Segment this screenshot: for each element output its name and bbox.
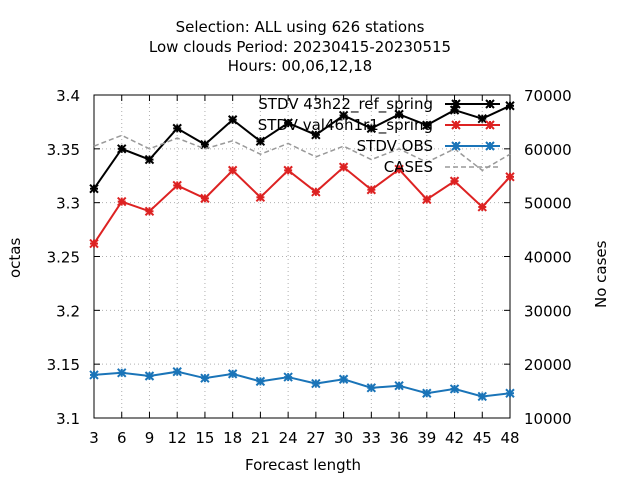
series-2-point: [200, 373, 210, 383]
series-1-point: [505, 172, 515, 182]
series-2-point: [449, 384, 460, 394]
y-tick-label: 3.2: [56, 302, 80, 320]
y2-tick-label: 20000: [524, 356, 572, 374]
y-tick-label: 3.3: [56, 195, 80, 213]
series-0-point: [505, 101, 515, 111]
series-1-point: [394, 164, 404, 174]
series-1-point: [311, 187, 321, 197]
y2-tick-label: 40000: [524, 249, 572, 267]
series-1-point: [255, 192, 266, 202]
series-1-point: [477, 202, 487, 212]
y2-tick-label: 30000: [524, 302, 572, 320]
series-0-point: [172, 123, 182, 134]
series-1-point: [172, 180, 182, 191]
chart-title-line-2: Low clouds Period: 20230415-20230515: [148, 38, 452, 56]
x-tick-label: 12: [168, 429, 187, 447]
series-1-point: [283, 165, 293, 176]
series-2-point: [477, 391, 487, 402]
x-tick-label: 3: [89, 429, 99, 447]
chart-title-line-1: Selection: ALL using 626 stations: [175, 18, 425, 36]
y2-tick-label: 50000: [524, 195, 572, 213]
series-0-point: [227, 115, 238, 125]
series-0-point: [422, 120, 432, 130]
legend-marker-1: [485, 120, 495, 130]
series-2-point: [394, 380, 404, 391]
x-tick-label: 39: [417, 429, 436, 447]
x-tick-label: 42: [445, 429, 464, 447]
series-0-point: [117, 144, 127, 154]
x-tick-label: 33: [362, 429, 381, 447]
legend-marker-1: [451, 120, 461, 130]
series-1-point: [338, 162, 349, 172]
legend-marker-0: [485, 99, 495, 109]
series-0-point: [89, 183, 99, 194]
series-0-point: [477, 113, 487, 124]
series-0-point: [338, 110, 349, 121]
x-tick-label: 6: [117, 429, 127, 447]
x-tick-label: 9: [145, 429, 155, 447]
legend-label-1: STDV val46h1r1_spring: [258, 116, 433, 135]
series-2-point: [144, 371, 155, 381]
x-tick-label: 36: [390, 429, 409, 447]
series-0-point: [366, 123, 377, 134]
y2-tick-label: 10000: [524, 410, 572, 428]
series-0-point: [283, 118, 293, 128]
x-tick-label: 21: [251, 429, 270, 447]
series-2-point: [422, 388, 432, 398]
y-tick-label: 3.1: [56, 410, 80, 428]
x-tick-label: 30: [334, 429, 353, 447]
series-2-point: [366, 383, 377, 393]
y2-tick-label: 60000: [524, 141, 572, 159]
series-1-point: [449, 176, 460, 186]
legend-label-3: CASES: [384, 158, 433, 176]
y-tick-label: 3.35: [47, 141, 80, 159]
x-tick-label: 15: [195, 429, 214, 447]
series-1-point: [227, 165, 238, 176]
series-line-3: [93, 134, 511, 172]
series-2-point: [311, 378, 321, 389]
series-2-point: [227, 369, 238, 379]
y-tick-label: 3.4: [56, 87, 80, 105]
series-2-point: [338, 374, 349, 384]
series-1-point: [366, 185, 377, 195]
legend-marker-0: [451, 99, 461, 109]
legend-marker-2: [485, 141, 495, 151]
series-1-point: [200, 193, 210, 204]
x-tick-label: 18: [223, 429, 242, 447]
y-tick-label: 3.15: [47, 356, 80, 374]
series-1-point: [89, 238, 99, 249]
chart-title-line-3: Hours: 00,06,12,18: [227, 57, 373, 75]
y-tick-label: 3.25: [47, 249, 80, 267]
series-1-point: [117, 196, 127, 207]
series-1-point: [144, 206, 155, 216]
series-2-point: [255, 376, 266, 387]
series-0-point: [394, 109, 404, 120]
x-axis-label: Forecast length: [245, 456, 362, 474]
legend-label-2: STDV OBS: [357, 137, 433, 155]
legend-marker-2: [451, 141, 461, 151]
x-tick-label: 24: [279, 429, 298, 447]
series-0-point: [255, 136, 266, 147]
series-1-point: [422, 194, 432, 205]
series-2-point: [505, 388, 515, 398]
x-tick-label: 48: [500, 429, 519, 447]
legend-label-0: STDV 43h22_ref_spring: [258, 95, 433, 114]
series-line-1: [93, 165, 511, 245]
series-line-2: [93, 370, 511, 398]
series-0-point: [311, 130, 321, 140]
y2-tick-label: 70000: [524, 87, 572, 105]
x-tick-label: 27: [306, 429, 325, 447]
series-2-point: [117, 368, 127, 378]
series-2-point: [172, 366, 182, 377]
x-tick-label: 45: [473, 429, 492, 447]
series-2-point: [283, 372, 293, 382]
series-0-point: [144, 154, 155, 165]
series-2-point: [89, 370, 99, 380]
